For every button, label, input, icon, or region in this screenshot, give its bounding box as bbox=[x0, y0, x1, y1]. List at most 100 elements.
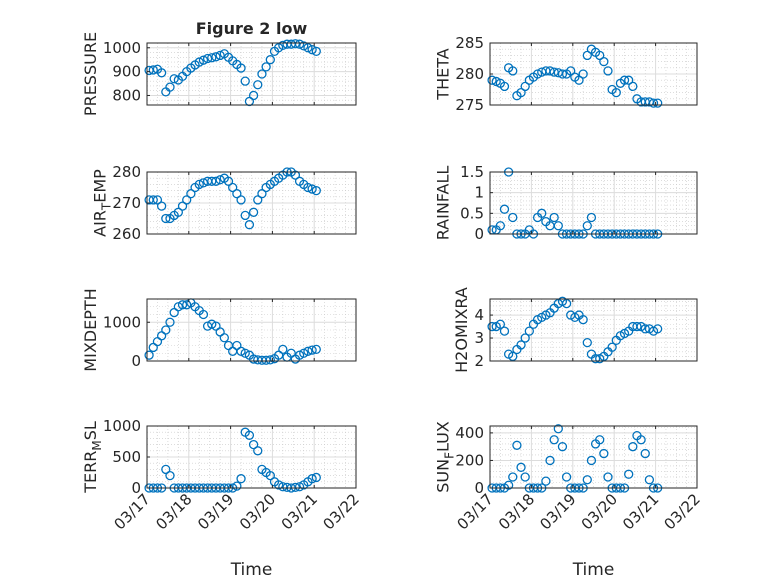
data-point bbox=[578, 69, 588, 79]
y-tick-label: 2 bbox=[474, 352, 484, 370]
data-point bbox=[561, 472, 572, 482]
data-point bbox=[173, 302, 184, 312]
y-label-rest: LUX bbox=[433, 421, 452, 452]
y-label-main: RAINFALL bbox=[433, 166, 452, 241]
data-point bbox=[487, 321, 497, 332]
y-tick-label: 1000 bbox=[103, 417, 141, 435]
data-point bbox=[549, 67, 559, 77]
data-point bbox=[557, 442, 568, 452]
data-point bbox=[578, 315, 588, 325]
data-point bbox=[274, 480, 284, 490]
data-point bbox=[545, 66, 555, 76]
data-point bbox=[512, 440, 522, 450]
data-point bbox=[219, 333, 229, 343]
data-point bbox=[549, 435, 559, 445]
data-point bbox=[177, 201, 188, 211]
axes-box bbox=[489, 298, 698, 362]
data-point bbox=[248, 207, 259, 217]
data-point bbox=[599, 448, 609, 459]
axes-box bbox=[489, 171, 698, 235]
data-point bbox=[294, 350, 305, 360]
data-point bbox=[248, 90, 259, 101]
data-point bbox=[156, 68, 167, 78]
data-point bbox=[215, 50, 225, 61]
data-point bbox=[198, 309, 209, 320]
data-point bbox=[491, 76, 501, 87]
data-point bbox=[644, 475, 655, 485]
series-theta bbox=[487, 44, 663, 108]
data-point bbox=[487, 75, 497, 85]
y-tick-label: 3 bbox=[474, 329, 484, 347]
data-point bbox=[648, 98, 659, 108]
data-point bbox=[520, 472, 530, 482]
y-tick-label: 800 bbox=[112, 86, 141, 104]
data-point bbox=[566, 66, 576, 76]
data-point bbox=[265, 55, 275, 65]
data-point bbox=[582, 221, 592, 231]
x-tick-label: 03/21 bbox=[278, 490, 321, 533]
x-tick-label: 03/18 bbox=[152, 490, 195, 533]
data-point bbox=[499, 326, 510, 336]
data-point bbox=[194, 57, 204, 67]
data-point bbox=[236, 346, 246, 356]
data-point bbox=[265, 470, 275, 481]
data-point bbox=[207, 319, 217, 329]
data-point bbox=[165, 470, 175, 481]
y-label-subscript: M bbox=[90, 440, 104, 450]
data-point bbox=[599, 56, 609, 67]
data-point bbox=[207, 53, 217, 63]
y-tick-label: 275 bbox=[455, 96, 484, 114]
data-point bbox=[508, 472, 518, 482]
data-point bbox=[590, 354, 601, 364]
x-axis-label: Time bbox=[572, 560, 615, 580]
data-point bbox=[294, 482, 305, 492]
data-point bbox=[653, 98, 663, 108]
data-point bbox=[156, 201, 167, 211]
y-tick-label: 0 bbox=[474, 479, 484, 497]
data-point bbox=[244, 430, 255, 440]
data-point bbox=[553, 221, 563, 231]
data-point bbox=[232, 481, 242, 491]
data-point bbox=[290, 482, 301, 493]
data-point bbox=[177, 300, 188, 310]
data-point bbox=[311, 344, 321, 355]
series-h2omixra bbox=[487, 296, 663, 364]
data-point bbox=[240, 210, 250, 221]
data-point bbox=[524, 326, 534, 336]
y-tick-label: 500 bbox=[112, 448, 141, 466]
data-point bbox=[595, 50, 605, 61]
data-point bbox=[223, 176, 234, 186]
y-tick-label: 1000 bbox=[103, 313, 141, 331]
data-point bbox=[278, 344, 288, 355]
y-tick-label: 400 bbox=[455, 424, 484, 442]
x-axis-label: Time bbox=[230, 560, 273, 580]
data-point bbox=[499, 204, 510, 214]
y-tick-label: 900 bbox=[112, 63, 141, 81]
y-axis-label: TERRMSL bbox=[81, 421, 104, 494]
data-point bbox=[561, 298, 572, 309]
y-tick-label: 0 bbox=[474, 225, 484, 243]
y-tick-label: 280 bbox=[112, 163, 141, 181]
data-point bbox=[307, 474, 317, 484]
data-point bbox=[632, 321, 642, 332]
data-point bbox=[294, 39, 305, 49]
data-point bbox=[211, 52, 221, 62]
data-point bbox=[165, 82, 175, 92]
y-axis-label: H2OMIXRA bbox=[452, 287, 471, 373]
data-point bbox=[582, 50, 592, 61]
data-point bbox=[303, 182, 313, 193]
data-point bbox=[240, 76, 250, 86]
data-point bbox=[182, 195, 192, 205]
data-point bbox=[557, 69, 568, 79]
y-tick-label: 285 bbox=[455, 34, 484, 52]
y-tick-label: 200 bbox=[455, 451, 484, 469]
axes-box bbox=[146, 42, 357, 106]
data-point bbox=[236, 63, 246, 73]
data-point bbox=[261, 62, 271, 72]
series-mixdepth bbox=[144, 298, 321, 365]
y-label-main: H2OMIXRA bbox=[452, 287, 471, 373]
